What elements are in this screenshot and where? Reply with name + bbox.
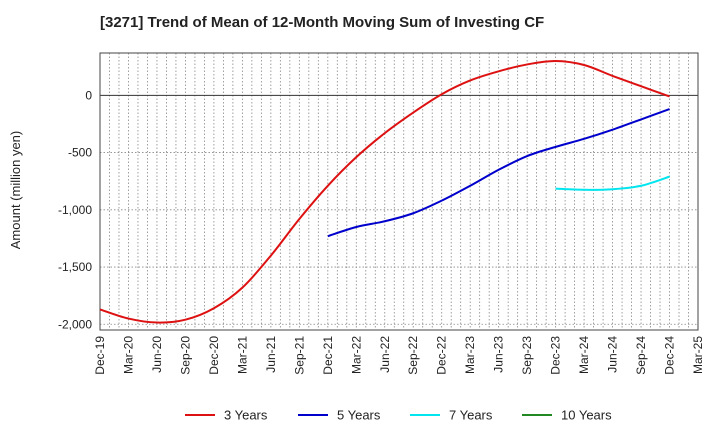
x-tick-label: Dec-20 — [207, 336, 221, 375]
x-tick-label: Mar-20 — [121, 336, 135, 374]
x-tick-label: Jun-24 — [606, 336, 620, 373]
x-tick-label: Mar-25 — [691, 336, 705, 374]
x-tick-label: Dec-19 — [93, 336, 107, 375]
y-tick-label: -2,000 — [58, 317, 92, 331]
y-tick-label: -1,000 — [58, 203, 92, 217]
x-tick-label: Jun-23 — [492, 336, 506, 373]
y-tick-label: -500 — [68, 146, 92, 160]
x-tick-label: Jun-20 — [150, 336, 164, 373]
vertical-gridlines — [109, 53, 689, 330]
x-tick-label: Sep-20 — [178, 336, 192, 375]
plot-frame — [99, 52, 699, 331]
x-tick-label: Dec-23 — [549, 336, 563, 375]
x-tick-label: Mar-23 — [463, 336, 477, 374]
x-tick-label: Sep-24 — [634, 336, 648, 375]
plot-area — [100, 53, 698, 330]
x-tick-label: Dec-21 — [321, 336, 335, 375]
legend-label-7-years: 7 Years — [449, 408, 493, 423]
y-tick-label: -1,500 — [58, 260, 92, 274]
series-line-7-years — [555, 175, 670, 191]
y-tick-label: 0 — [85, 88, 92, 102]
x-tick-label: Mar-21 — [235, 336, 249, 374]
horizontal-gridlines — [100, 94, 698, 325]
x-tick-label: Sep-23 — [520, 336, 534, 375]
series-line-5-years — [327, 108, 670, 238]
x-tick-label: Jun-22 — [378, 336, 392, 373]
legend-label-5-years: 5 Years — [337, 408, 381, 423]
chart-title: [3271] Trend of Mean of 12-Month Moving … — [100, 14, 545, 31]
legend-label-10-years: 10 Years — [561, 408, 612, 423]
x-tick-label: Sep-21 — [292, 336, 306, 375]
x-tick-label: Jun-21 — [264, 336, 278, 373]
x-tick-label: Dec-24 — [663, 336, 677, 375]
x-tick-label: Sep-22 — [406, 336, 420, 375]
x-tick-label: Mar-22 — [349, 336, 363, 374]
legend-label-3-years: 3 Years — [224, 408, 268, 423]
x-tick-label: Dec-22 — [435, 336, 449, 375]
x-tick-label: Mar-24 — [577, 336, 591, 374]
y-axis-label: Amount (million yen) — [8, 131, 23, 250]
series-line-3-years — [99, 60, 670, 324]
